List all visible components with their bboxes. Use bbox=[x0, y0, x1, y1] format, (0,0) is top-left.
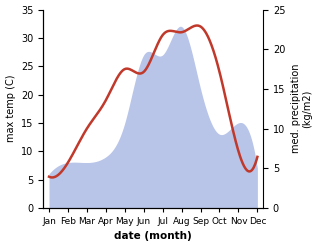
Y-axis label: med. precipitation
(kg/m2): med. precipitation (kg/m2) bbox=[291, 64, 313, 153]
Y-axis label: max temp (C): max temp (C) bbox=[5, 75, 16, 143]
X-axis label: date (month): date (month) bbox=[114, 231, 192, 242]
